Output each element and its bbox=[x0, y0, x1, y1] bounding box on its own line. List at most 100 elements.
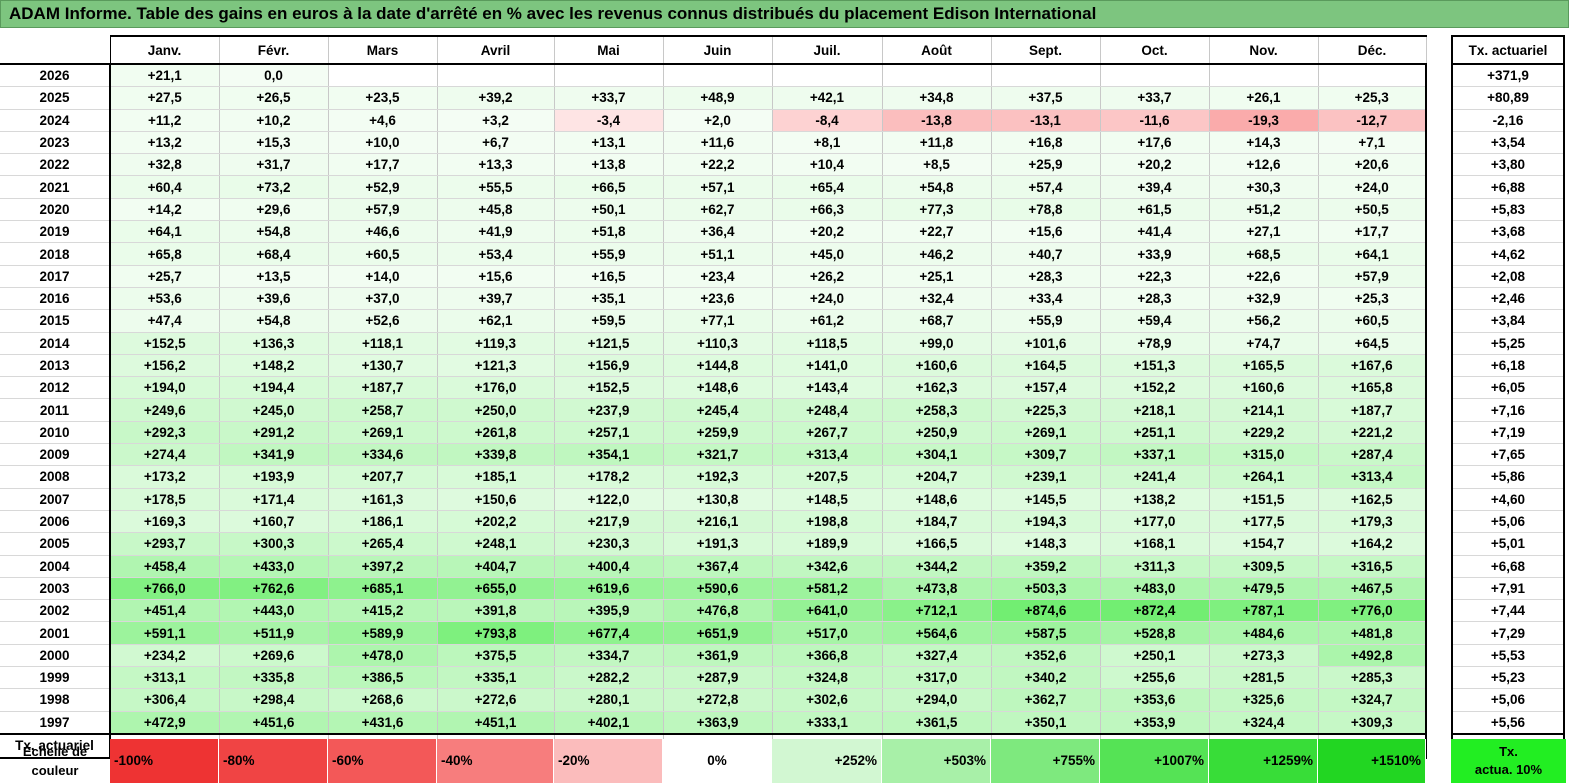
value-cell: +138,2 bbox=[1100, 488, 1210, 511]
value-cell: +10,4 bbox=[772, 153, 883, 177]
value-cell: +57,1 bbox=[663, 175, 773, 199]
value-cell: +367,4 bbox=[663, 555, 773, 578]
value-cell: +311,3 bbox=[1100, 555, 1210, 578]
value-cell: +165,5 bbox=[1209, 354, 1319, 378]
value-cell: +160,6 bbox=[1209, 376, 1319, 400]
value-cell: +492,8 bbox=[1318, 644, 1427, 668]
value-cell: +250,1 bbox=[1100, 644, 1210, 668]
rate-cell: +3,68 bbox=[1451, 220, 1565, 244]
value-cell: +245,4 bbox=[663, 398, 773, 422]
value-cell: +17,6 bbox=[1100, 131, 1210, 155]
value-cell: +404,7 bbox=[437, 555, 555, 578]
value-cell: +29,6 bbox=[219, 198, 329, 222]
value-cell: +237,9 bbox=[554, 398, 664, 422]
value-cell: +14,3 bbox=[1209, 131, 1319, 155]
value-cell: +619,6 bbox=[554, 577, 664, 601]
value-cell: +130,8 bbox=[663, 488, 773, 511]
value-cell: +160,7 bbox=[219, 510, 329, 534]
value-cell: +68,5 bbox=[1209, 242, 1319, 266]
value-cell: +313,1 bbox=[110, 666, 220, 690]
value-cell bbox=[772, 64, 883, 88]
value-cell: +17,7 bbox=[328, 153, 438, 177]
value-cell: +479,5 bbox=[1209, 577, 1319, 601]
value-cell: +362,7 bbox=[991, 688, 1101, 712]
value-cell: +517,0 bbox=[772, 621, 883, 645]
value-cell: +352,6 bbox=[991, 644, 1101, 668]
value-cell: +250,9 bbox=[882, 421, 992, 445]
value-cell: +467,5 bbox=[1318, 577, 1427, 601]
year-label: 2011 bbox=[0, 398, 111, 422]
value-cell: +217,9 bbox=[554, 510, 664, 534]
value-cell: +273,3 bbox=[1209, 644, 1319, 668]
value-cell: +16,5 bbox=[554, 265, 664, 288]
value-cell: +25,1 bbox=[882, 265, 992, 288]
value-cell: +344,2 bbox=[882, 555, 992, 578]
value-cell: +272,8 bbox=[663, 688, 773, 712]
legend-swatch: +755% bbox=[991, 739, 1100, 783]
value-cell: +187,7 bbox=[1318, 398, 1427, 422]
header-corner bbox=[0, 36, 111, 65]
value-cell: +350,1 bbox=[991, 711, 1101, 735]
value-cell: +264,1 bbox=[1209, 465, 1319, 489]
value-cell: +451,6 bbox=[219, 711, 329, 735]
value-cell: +241,4 bbox=[1100, 465, 1210, 489]
rate-cell: +3,84 bbox=[1451, 309, 1565, 333]
value-cell: +12,6 bbox=[1209, 153, 1319, 177]
value-cell: +41,4 bbox=[1100, 220, 1210, 244]
value-cell: +225,3 bbox=[991, 398, 1101, 422]
rate-cell: +6,18 bbox=[1451, 354, 1565, 378]
rate-cell: +3,80 bbox=[1451, 153, 1565, 177]
value-cell: +458,4 bbox=[110, 555, 220, 578]
year-label: 1999 bbox=[0, 666, 111, 690]
legend-swatch: -20% bbox=[554, 739, 663, 783]
value-cell: +317,0 bbox=[882, 666, 992, 690]
value-cell: +62,7 bbox=[663, 198, 773, 222]
year-label: 2002 bbox=[0, 599, 111, 623]
value-cell: +478,0 bbox=[328, 644, 438, 668]
value-cell: +54,8 bbox=[219, 220, 329, 244]
value-cell: +17,7 bbox=[1318, 220, 1427, 244]
value-cell: +47,4 bbox=[110, 309, 220, 333]
table-row: 2006 +169,3 +160,7 +186,1 +202,2 +217,9 +216,1… bbox=[0, 510, 1427, 534]
value-cell: +39,2 bbox=[437, 86, 555, 110]
value-cell: +136,3 bbox=[219, 332, 329, 355]
value-cell: +198,8 bbox=[772, 510, 883, 534]
value-cell: +300,3 bbox=[219, 532, 329, 556]
legend-label-line1: Echelle de bbox=[22, 744, 88, 759]
rate-cell: +2,46 bbox=[1451, 287, 1565, 311]
value-cell: +51,8 bbox=[554, 220, 664, 244]
value-cell: +285,3 bbox=[1318, 666, 1427, 690]
value-cell: +37,5 bbox=[991, 86, 1101, 110]
value-cell: +23,5 bbox=[328, 86, 438, 110]
rate-cell: +7,44 bbox=[1451, 599, 1565, 623]
value-cell: +40,7 bbox=[991, 242, 1101, 266]
value-cell: +14,0 bbox=[328, 265, 438, 288]
rate-cell: +7,91 bbox=[1451, 577, 1565, 601]
value-cell: +472,9 bbox=[110, 711, 220, 735]
table-row: 2013 +156,2 +148,2 +130,7 +121,3 +156,9 +144,8… bbox=[0, 354, 1427, 378]
value-cell: +6,7 bbox=[437, 131, 555, 155]
year-label: 2021 bbox=[0, 175, 111, 199]
value-cell: -8,4 bbox=[772, 109, 883, 132]
value-cell: +33,4 bbox=[991, 287, 1101, 311]
rate-cell: +5,53 bbox=[1451, 644, 1565, 668]
value-cell: +22,2 bbox=[663, 153, 773, 177]
column-header: Juil. bbox=[772, 35, 883, 65]
value-cell: +165,8 bbox=[1318, 376, 1427, 400]
table-row: 2017 +25,7 +13,5 +14,0 +15,6 +16,5 +23,4 +26,2 +… bbox=[0, 265, 1427, 288]
value-cell: +324,7 bbox=[1318, 688, 1427, 712]
table-row: 2007 +178,5 +171,4 +161,3 +150,6 +122,0 +130,8… bbox=[0, 488, 1427, 511]
value-cell: +121,5 bbox=[554, 332, 664, 355]
table-row: 2021 +60,4 +73,2 +52,9 +55,5 +66,5 +57,1 +65,4 +… bbox=[0, 175, 1427, 199]
table-row: 2000 +234,2 +269,6 +478,0 +375,5 +334,7 +361,9… bbox=[0, 644, 1427, 668]
value-cell: +309,7 bbox=[991, 443, 1101, 467]
rate-cell: +7,65 bbox=[1451, 443, 1565, 467]
table-row: 2020 +14,2 +29,6 +57,9 +45,8 +50,1 +62,7 +66,3 +… bbox=[0, 198, 1427, 222]
value-cell: +122,0 bbox=[554, 488, 664, 511]
legend-rate-swatch: Tx. actua. 10% bbox=[1451, 739, 1566, 783]
value-cell: +77,3 bbox=[882, 198, 992, 222]
value-cell: +874,6 bbox=[991, 599, 1101, 623]
table-row: 2004 +458,4 +433,0 +397,2 +404,7 +400,4 +367,4… bbox=[0, 555, 1427, 578]
year-label: 2012 bbox=[0, 376, 111, 400]
value-cell: +269,6 bbox=[219, 644, 329, 668]
